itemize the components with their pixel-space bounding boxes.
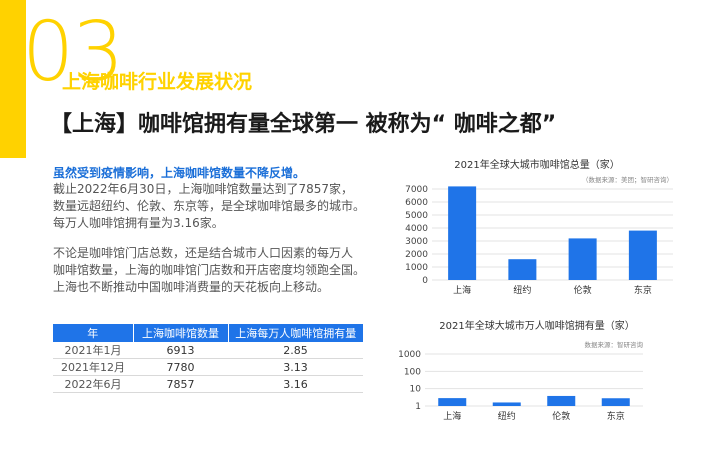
x-tick-label: 纽约 — [513, 284, 531, 296]
paragraph-1-line: 截止2022年6月30日，上海咖啡馆数量达到了7857家， — [53, 182, 353, 196]
x-tick-label: 上海 — [443, 410, 461, 422]
bar-上海 — [438, 398, 467, 406]
accent-bar — [0, 0, 26, 158]
table-header-count: 上海咖啡馆数量 — [133, 324, 229, 342]
x-tick-label: 上海 — [453, 284, 471, 296]
y-tick-label: 100 — [404, 367, 421, 377]
table-cell: 6913 — [133, 342, 228, 359]
headline: 【上海】咖啡馆拥有量全球第一 被称为“ 咖啡之都” — [50, 112, 557, 137]
stats-table: 年 上海咖啡馆数量 上海每万人咖啡馆拥有量 2021年1月 6913 2.85 … — [53, 324, 363, 393]
x-tick-label: 伦敦 — [574, 284, 592, 296]
table-cell: 2021年12月 — [53, 358, 133, 376]
table-cell: 7780 — [133, 358, 228, 376]
table-row: 2021年1月 6913 2.85 — [53, 342, 363, 359]
x-tick-label: 纽约 — [498, 410, 516, 422]
paragraph-1: 截止2022年6月30日，上海咖啡馆数量达到了7857家， 数量远超纽约、伦敦、… — [53, 181, 383, 232]
y-tick-label: 6000 — [405, 198, 428, 208]
chart-source: 数据来源：智研咨询 — [585, 340, 644, 349]
y-tick-label: 1 — [415, 402, 421, 412]
bar-纽约 — [492, 402, 521, 406]
table-cell: 2021年1月 — [53, 342, 133, 359]
y-tick-label: 4000 — [405, 224, 428, 234]
lead-text: 虽然受到疫情影响，上海咖啡馆数量不降反增。 — [53, 166, 306, 180]
y-tick-label: 1000 — [405, 263, 428, 273]
paragraph-2-line: 不论是咖啡馆门店总数，还是结合城市人口因素的每万人 — [53, 246, 354, 260]
x-tick-label: 东京 — [634, 284, 652, 296]
table-cell: 7857 — [133, 375, 228, 393]
section-number: 03 — [22, 5, 124, 100]
bar-上海 — [448, 186, 477, 280]
paragraph-1-line: 每万人咖啡馆拥有量为3.16家。 — [53, 216, 224, 230]
x-tick-label: 伦敦 — [552, 410, 570, 422]
table-row: 2021年12月 7780 3.13 — [53, 358, 363, 376]
y-tick-label: 2000 — [405, 250, 428, 260]
paragraph-2-line: 咖啡馆数量，上海的咖啡馆门店数和开店密度均领跑全国。 — [53, 263, 366, 277]
cafe-density-chart: 2021年全球大城市万人咖啡馆拥有量（家） 数据来源：智研咨询 1 10 100 1000… — [398, 319, 644, 422]
chart-source: （数据来源：美团；智研咨询） — [582, 175, 673, 184]
table-cell: 3.13 — [228, 358, 363, 376]
chart-title: 2021年全球大城市咖啡馆总量（家） — [454, 158, 619, 171]
table-cell: 2022年6月 — [53, 375, 133, 393]
y-tick-label: 3000 — [405, 237, 428, 247]
table-row: 2022年6月 7857 3.16 — [53, 375, 363, 393]
section-title: 上海咖啡行业发展状况 — [62, 71, 253, 93]
bar-伦敦 — [547, 395, 576, 406]
bar-东京 — [601, 398, 630, 406]
y-tick-label: 10 — [410, 385, 422, 395]
table-cell: 2.85 — [228, 342, 363, 359]
chart-title: 2021年全球大城市万人咖啡馆拥有量（家） — [439, 319, 634, 332]
table-header-row: 年 上海咖啡馆数量 上海每万人咖啡馆拥有量 — [53, 324, 363, 342]
paragraph-1-line: 数量远超纽约、伦敦、东京等，是全球咖啡馆最多的城市。 — [53, 199, 366, 213]
paragraph-2: 不论是咖啡馆门店总数，还是结合城市人口因素的每万人 咖啡馆数量，上海的咖啡馆门店… — [53, 245, 383, 296]
bar-东京 — [628, 230, 657, 280]
y-tick-label: 5000 — [405, 211, 428, 221]
y-tick-label: 0 — [422, 276, 428, 286]
paragraph-2-line: 上海也不断推动中国咖啡消费量的天花板向上移动。 — [53, 280, 330, 294]
y-tick-label: 1000 — [398, 350, 421, 360]
table-header-year: 年 — [53, 324, 134, 342]
x-tick-label: 东京 — [607, 410, 625, 422]
table-header-density: 上海每万人咖啡馆拥有量 — [228, 324, 363, 342]
bar-纽约 — [508, 259, 537, 280]
table-cell: 3.16 — [228, 375, 363, 393]
y-tick-label: 7000 — [405, 185, 428, 195]
cafe-total-chart: 2021年全球大城市咖啡馆总量（家） （数据来源：美团；智研咨询） 0 1000 200… — [405, 158, 673, 296]
bar-伦敦 — [568, 238, 597, 280]
